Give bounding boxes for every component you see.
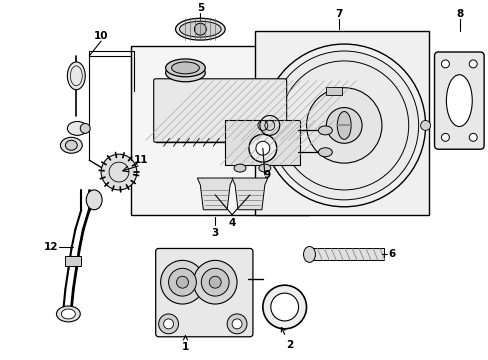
FancyBboxPatch shape — [153, 79, 286, 142]
Circle shape — [441, 60, 448, 68]
Bar — [254, 31, 427, 215]
Text: 12: 12 — [44, 243, 59, 252]
Text: 5: 5 — [196, 3, 203, 13]
Bar — [309, 248, 383, 260]
Text: 1: 1 — [182, 336, 189, 352]
Ellipse shape — [303, 247, 315, 262]
Circle shape — [193, 260, 237, 304]
Circle shape — [441, 133, 448, 141]
Ellipse shape — [179, 21, 221, 37]
Ellipse shape — [234, 164, 245, 172]
Circle shape — [194, 23, 206, 35]
Bar — [325, 87, 342, 95]
Text: 8: 8 — [456, 9, 463, 19]
Circle shape — [270, 293, 298, 321]
FancyBboxPatch shape — [434, 52, 483, 149]
Text: 11: 11 — [133, 155, 148, 165]
Circle shape — [420, 121, 429, 130]
Ellipse shape — [175, 18, 224, 40]
Ellipse shape — [67, 121, 87, 135]
Circle shape — [158, 314, 178, 334]
Text: 2: 2 — [281, 328, 293, 350]
Text: 9: 9 — [263, 170, 270, 180]
Ellipse shape — [67, 62, 85, 90]
Ellipse shape — [171, 62, 199, 74]
Circle shape — [232, 319, 242, 329]
Circle shape — [257, 121, 267, 130]
Text: 6: 6 — [387, 249, 395, 260]
Text: 7: 7 — [335, 9, 342, 19]
Circle shape — [269, 51, 418, 200]
Text: 3: 3 — [211, 228, 219, 238]
Ellipse shape — [65, 140, 77, 150]
Circle shape — [176, 276, 188, 288]
Circle shape — [468, 60, 476, 68]
Ellipse shape — [165, 64, 205, 82]
Circle shape — [263, 44, 425, 207]
Ellipse shape — [61, 309, 75, 319]
FancyBboxPatch shape — [155, 248, 252, 337]
Circle shape — [209, 276, 221, 288]
Circle shape — [325, 108, 361, 143]
Ellipse shape — [318, 148, 332, 157]
Ellipse shape — [61, 137, 82, 153]
Circle shape — [263, 285, 306, 329]
Circle shape — [248, 134, 276, 162]
Circle shape — [101, 154, 137, 190]
Ellipse shape — [337, 112, 350, 139]
Bar — [131, 46, 309, 215]
Polygon shape — [232, 178, 267, 210]
Text: 4: 4 — [228, 218, 235, 228]
Ellipse shape — [165, 59, 205, 77]
Ellipse shape — [258, 164, 270, 172]
Circle shape — [163, 319, 173, 329]
Ellipse shape — [80, 123, 90, 133]
Circle shape — [468, 133, 476, 141]
Bar — [224, 121, 299, 165]
Circle shape — [201, 268, 229, 296]
Ellipse shape — [56, 306, 80, 322]
Ellipse shape — [86, 190, 102, 210]
Circle shape — [168, 268, 196, 296]
Circle shape — [226, 314, 246, 334]
Bar — [65, 256, 81, 266]
Circle shape — [306, 88, 381, 163]
Polygon shape — [197, 178, 233, 210]
Text: 10: 10 — [94, 31, 108, 41]
Circle shape — [255, 141, 269, 155]
Ellipse shape — [446, 75, 471, 126]
Circle shape — [161, 260, 204, 304]
Ellipse shape — [318, 126, 332, 135]
